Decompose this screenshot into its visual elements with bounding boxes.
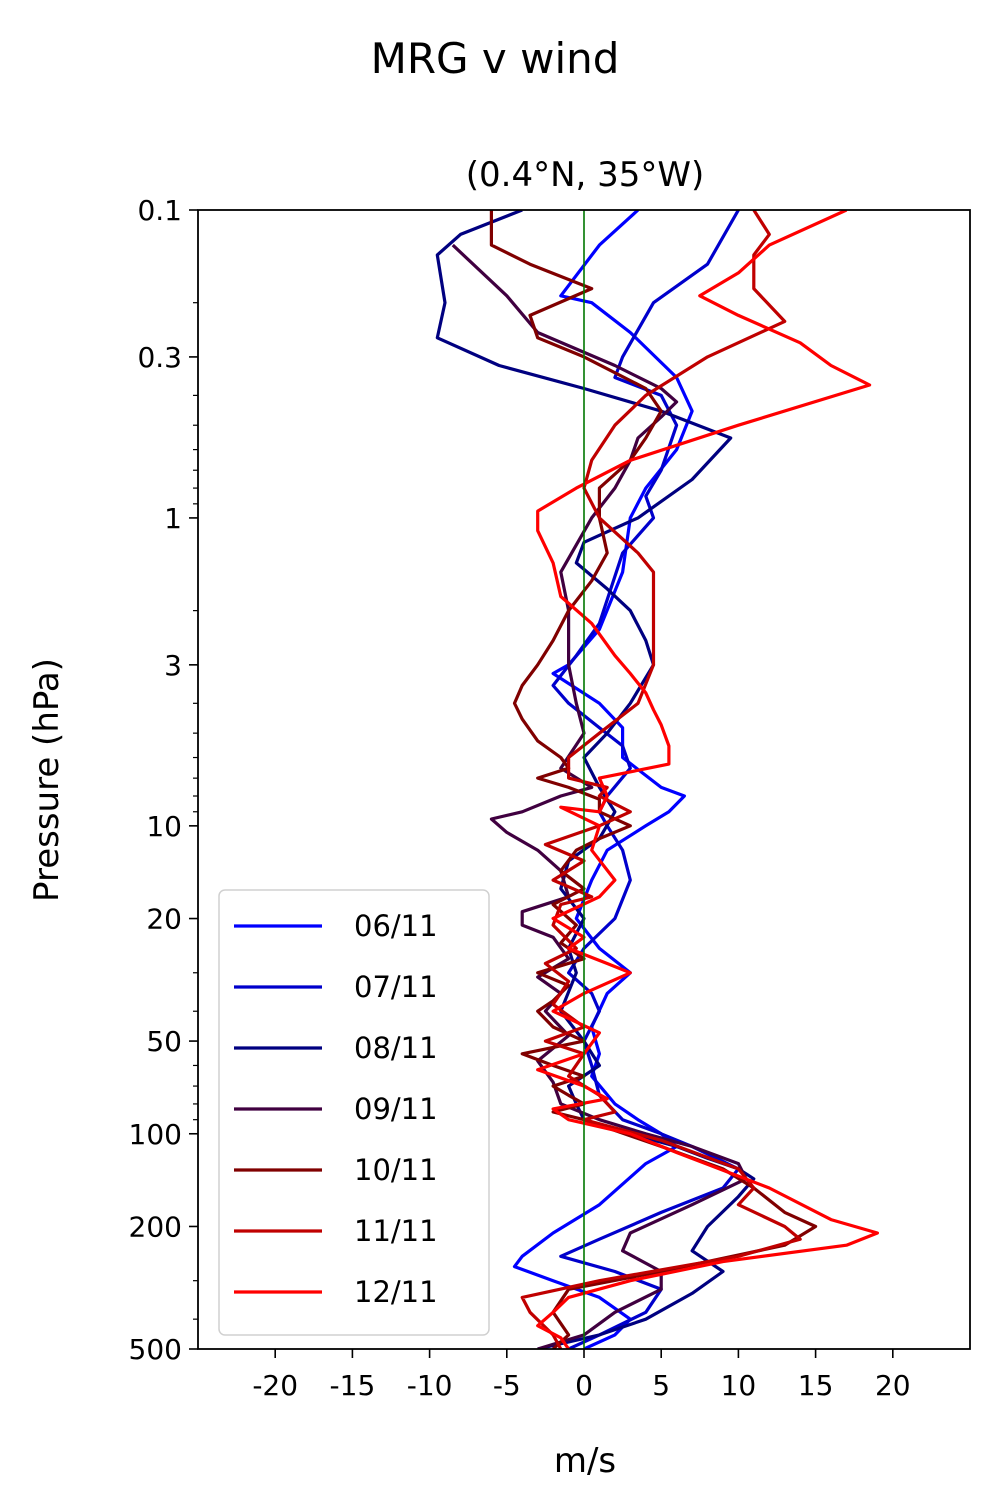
y-tick-label: 200 bbox=[129, 1210, 182, 1243]
series-line-11-11 bbox=[520, 210, 802, 1349]
y-tick-label: 500 bbox=[129, 1333, 182, 1366]
y-tick-label: 10 bbox=[146, 810, 182, 843]
legend-label: 06/11 bbox=[354, 909, 438, 943]
y-tick-label: 0.3 bbox=[137, 341, 182, 374]
x-axis-label: m/s bbox=[554, 1441, 616, 1481]
legend-label: 07/11 bbox=[354, 970, 438, 1004]
y-tick-label: 1 bbox=[164, 502, 182, 535]
legend-label: 08/11 bbox=[354, 1031, 438, 1065]
axes: -20 -15 -10 -5 0 5 10 15 20 0.1 0.3 1 3 10 20 50 100 200 5… bbox=[129, 194, 971, 1402]
x-tick-label: -10 bbox=[407, 1369, 453, 1402]
y-tick-label: 100 bbox=[129, 1118, 182, 1151]
legend-label: 12/11 bbox=[354, 1275, 438, 1309]
x-tick-label: 10 bbox=[721, 1369, 757, 1402]
y-tick-label: 0.1 bbox=[137, 194, 182, 227]
x-tick-label: -5 bbox=[493, 1369, 521, 1402]
x-tick-label: 15 bbox=[798, 1369, 834, 1402]
x-tick-label: 20 bbox=[875, 1369, 911, 1402]
legend-label: 11/11 bbox=[354, 1214, 438, 1248]
x-tick-label: -20 bbox=[252, 1369, 298, 1402]
legend-label: 09/11 bbox=[354, 1092, 438, 1126]
series-line-12-11 bbox=[536, 210, 879, 1349]
x-tick-label: 5 bbox=[652, 1369, 670, 1402]
legend-label: 10/11 bbox=[354, 1153, 438, 1187]
x-tick-label: -15 bbox=[330, 1369, 376, 1402]
y-tick-label: 20 bbox=[146, 903, 182, 936]
y-tick-label: 50 bbox=[146, 1025, 182, 1058]
y-axis-label: Pressure (hPa) bbox=[27, 658, 67, 902]
x-tick-label: 0 bbox=[575, 1369, 593, 1402]
legend-box bbox=[218, 889, 490, 1336]
y-tick-label: 3 bbox=[164, 649, 182, 682]
legend: 06/11 07/11 08/11 09/11 10/11 11/11 12/11 bbox=[218, 889, 490, 1336]
series-line-06-11 bbox=[512, 210, 694, 1349]
chart-title: (0.4°N, 35°W) bbox=[466, 155, 705, 195]
chart-suptitle: MRG v wind bbox=[371, 34, 620, 83]
plot-area bbox=[435, 210, 879, 1349]
series-line-07-11 bbox=[551, 210, 740, 1349]
